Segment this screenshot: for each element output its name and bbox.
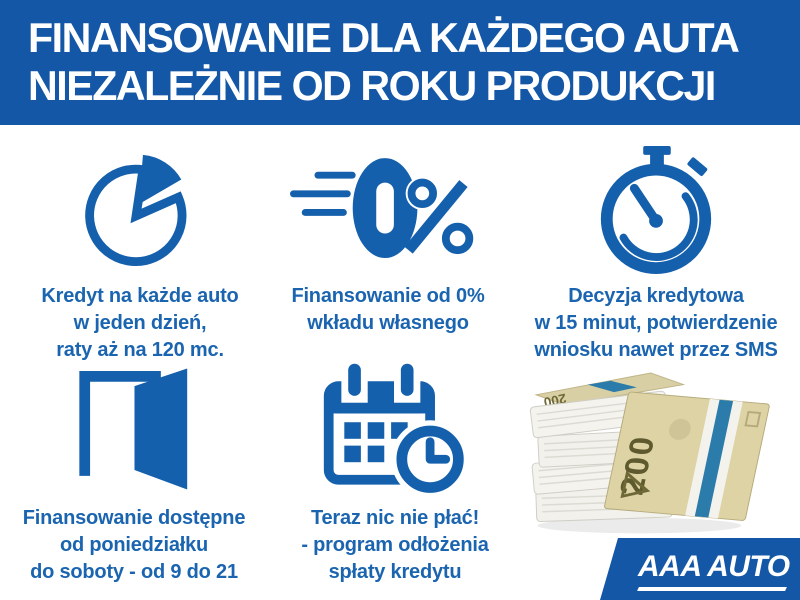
feature-financing-hours: Finansowanie dostępne od poniedziałku do… <box>8 356 260 586</box>
feature-text-line: Finansowanie dostępne <box>22 507 246 529</box>
feature-deferred-payment: Teraz nic nie płać! - program odłożenia … <box>268 356 522 586</box>
calendar-clock-icon <box>323 361 470 498</box>
feature-text-line: Finansowanie od 0% <box>291 285 485 307</box>
feature-text-line: w 15 minut, potwierdzenie <box>534 312 778 334</box>
header-title-line1: FINANSOWANIE DLA KAŻDEGO AUTA <box>28 14 740 61</box>
aaa-auto-logo-text: AAA AUTO <box>638 550 790 583</box>
feature-text-line: Teraz nic nie płać! <box>310 507 480 529</box>
money-stacks-photo: 200 200 <box>528 358 780 540</box>
feature-credit-every-car: Kredyt na każde auto w jeden dzień, raty… <box>8 138 272 364</box>
zero-percent-icon <box>290 157 474 258</box>
feature-credit-decision: Decyzja kredytowa w 15 minut, potwierdze… <box>518 138 794 364</box>
feature-text-line: Decyzja kredytowa <box>568 285 744 307</box>
open-door-icon <box>79 368 188 490</box>
header-title-line2: NIEZALEŻNIE OD ROKU PRODUKCJI <box>28 62 716 109</box>
pie-chart-icon <box>85 154 187 266</box>
header-banner: FINANSOWANIE DLA KAŻDEGO AUTA NIEZALEŻNI… <box>0 0 800 125</box>
feature-zero-percent: Finansowanie od 0% wkładu własnego <box>262 138 514 337</box>
feature-text-line: w jeden dzień, <box>73 312 207 334</box>
feature-text-line: od poniedziałku <box>59 534 209 556</box>
feature-text-line: do soboty - od 9 do 21 <box>30 561 238 583</box>
feature-text-line: spłaty kredytu <box>328 561 462 583</box>
brand-banner: AAA AUTO <box>600 538 800 600</box>
feature-text-line: Kredyt na każde auto <box>41 285 239 307</box>
feature-text-line: wkładu własnego <box>307 312 469 334</box>
logo-underline <box>637 587 787 591</box>
feature-text-line: raty aż na 120 mc. <box>56 339 224 361</box>
money-stacks-image: 200 200 <box>529 372 770 534</box>
feature-text-line: wniosku nawet przez SMS <box>534 339 778 361</box>
stopwatch-icon <box>600 145 712 274</box>
aaa-auto-logo: AAA AUTO <box>637 550 790 591</box>
feature-text-line: - program odłożenia <box>301 534 489 556</box>
